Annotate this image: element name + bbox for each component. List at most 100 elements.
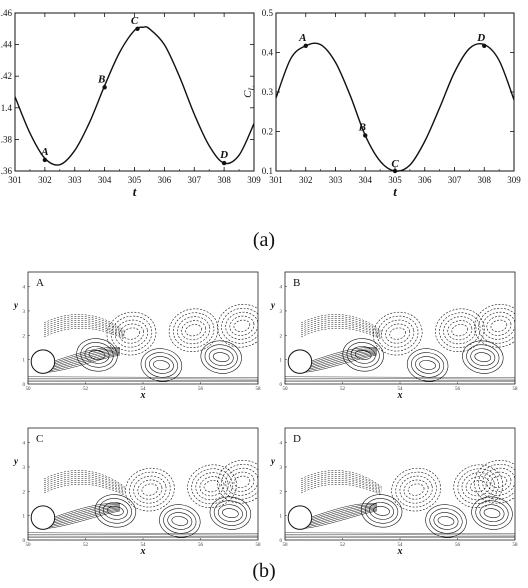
point-label-d: D [219, 149, 228, 161]
solid-contour [365, 498, 399, 524]
x-tick-label: 58 [513, 543, 519, 548]
point-label-c: C [131, 15, 139, 27]
dashed-contour [225, 467, 258, 496]
solid-contour [369, 502, 395, 520]
contour-panel-a: A 50 52 54 56 58 0 1 2 3 4 x y [13, 271, 261, 401]
drag-coefficient-chart: 301 302 303 304 305 306 307 308 309 1.36 1.38 1.4 1.… [0, 8, 261, 199]
point-marker-a [303, 43, 308, 48]
point-label-c: C [391, 158, 399, 170]
dashed-contour [141, 483, 159, 496]
dashed-contour [106, 311, 157, 356]
solid-contour [470, 348, 496, 366]
dashed-contour [221, 307, 258, 344]
solid-shear-line [44, 354, 121, 374]
cylinder [30, 349, 56, 374]
dashed-contour [389, 327, 406, 340]
contour-panel-d: D 50 52 54 56 58 0 1 2 3 4 x y [270, 427, 519, 557]
panel-frame [27, 271, 259, 385]
x-tick-label: 50 [283, 543, 289, 548]
y-tick-label: 1 [23, 515, 26, 520]
y-tick-label: 1.44 [0, 40, 13, 50]
x-tick-label: 52 [83, 387, 89, 392]
solid-contour [140, 348, 183, 382]
dashed-contour [385, 323, 411, 344]
point-marker-d [482, 43, 487, 48]
panel-label: D [293, 433, 301, 445]
x-axis-label: x [397, 390, 403, 401]
solid-contour [217, 504, 243, 522]
panel-frame [27, 427, 259, 541]
y-axis-label: CL [242, 86, 256, 98]
solid-contour [98, 498, 132, 524]
vorticity-contours [285, 304, 515, 382]
vorticity-contours [28, 460, 258, 538]
y-tick-label: 3 [280, 310, 283, 315]
y-tick-label: 4 [23, 442, 26, 447]
y-tick-label: 1 [23, 359, 26, 364]
cylinder [287, 505, 313, 530]
dashed-contour [478, 307, 515, 344]
dashed-contour [451, 324, 469, 337]
x-tick-label: 308 [217, 175, 231, 185]
x-tick-label: 52 [83, 543, 89, 548]
dashed-contour [399, 475, 433, 504]
y-tick-label: 4 [23, 286, 26, 291]
series-line [275, 42, 515, 172]
dashed-contour [185, 324, 202, 337]
dashed-contour [482, 311, 515, 340]
point-marker-d [221, 160, 227, 166]
dashed-contour [377, 315, 419, 352]
x-tick-label: 305 [388, 175, 402, 185]
dashed-contour [233, 475, 251, 488]
panel-frame [284, 427, 516, 541]
x-axis-label: x [397, 546, 403, 557]
solid-contour [346, 342, 380, 368]
dashed-contour [125, 467, 175, 512]
y-tick-label: 4 [280, 442, 283, 447]
x-axis-label: t [393, 184, 397, 199]
x-tick-label: 306 [158, 175, 172, 185]
y-axis-label: y [13, 300, 19, 310]
dashed-contour [407, 483, 425, 496]
y-tick-label: 2 [23, 334, 26, 339]
point-marker-a [42, 157, 48, 163]
solid-contour [433, 512, 459, 530]
y-tick-label: 1 [280, 515, 283, 520]
solid-contour [479, 504, 505, 522]
dashed-contour [372, 311, 423, 356]
solid-contour [204, 344, 238, 370]
dashed-contour [229, 471, 255, 492]
y-tick-label: 3 [23, 310, 26, 315]
solid-contour [213, 500, 247, 526]
y-tick-label: 1.42 [0, 71, 12, 81]
y-axis-label: y [270, 300, 276, 310]
y-tick-label: 0.4 [262, 48, 274, 58]
y-tick-label: 1.36 [0, 166, 13, 176]
dashed-contour [469, 480, 487, 493]
dashed-contour [443, 316, 477, 345]
dashed-contour [474, 304, 515, 348]
x-tick-label: 308 [478, 175, 492, 185]
dashed-contour [110, 315, 153, 352]
x-tick-label: 50 [26, 543, 32, 548]
dashed-contour [119, 323, 144, 344]
solid-contour [222, 508, 239, 518]
solid-contour [163, 508, 197, 534]
solid-contour [474, 352, 492, 362]
dashed-contour [177, 316, 211, 345]
solid-contour [212, 352, 230, 362]
y-tick-label: 0 [23, 539, 26, 544]
x-tick-label: 58 [256, 543, 262, 548]
dashed-contour [217, 304, 258, 348]
x-tick-label: 309 [507, 175, 521, 185]
solid-shear-line [301, 354, 378, 374]
x-axis-label: x [140, 390, 146, 401]
dashed-contour [137, 479, 163, 500]
vorticity-contours [285, 460, 515, 538]
solid-contour [425, 504, 467, 538]
dashed-contour [482, 467, 515, 496]
x-tick-label: 301 [269, 175, 283, 185]
solid-contour [209, 496, 252, 530]
y-tick-label: 3 [280, 466, 283, 471]
solid-shear-line [44, 510, 121, 530]
